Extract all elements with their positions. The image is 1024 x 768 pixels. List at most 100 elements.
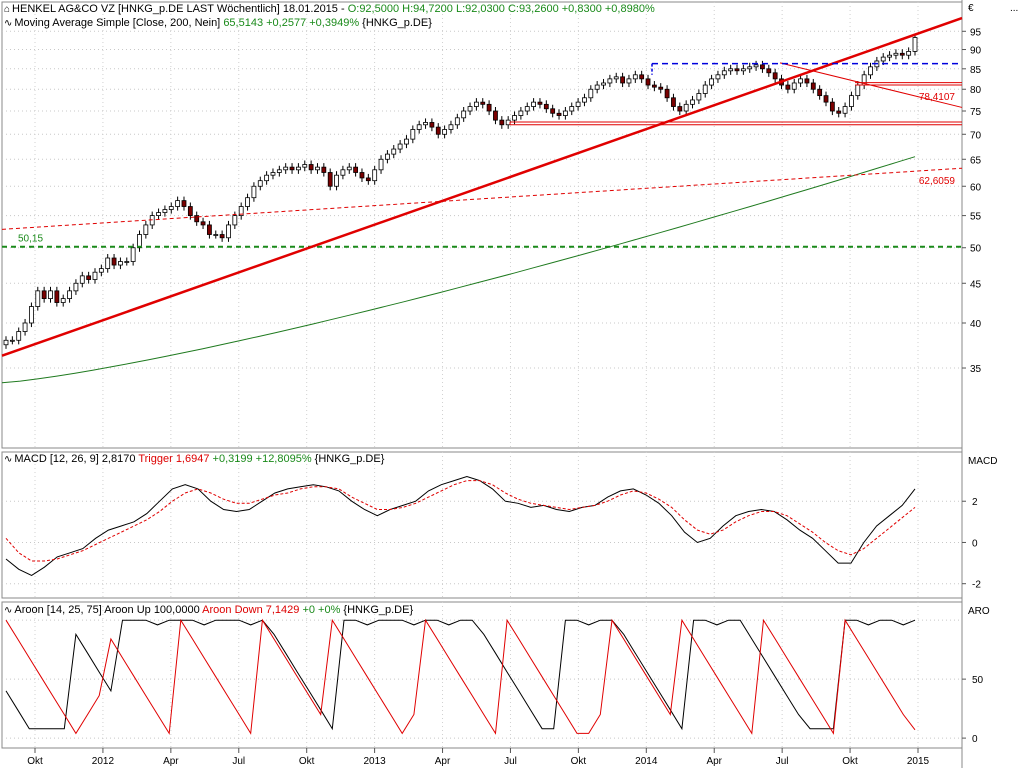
- candle-body: [200, 221, 206, 226]
- ma-200-line: [1, 156, 916, 384]
- candle-body: [524, 106, 530, 112]
- macd-tick-label: 0: [972, 538, 978, 549]
- candle-body: [346, 166, 352, 171]
- macd-change: +0,3199 +12,8095%: [209, 453, 312, 465]
- macd-name: MACD [12, 26, 9] 2,8170: [14, 453, 139, 465]
- aroon-tick-label: 50: [972, 675, 984, 686]
- candle-body: [785, 84, 791, 90]
- candle-body: [562, 110, 568, 116]
- candle-body: [359, 172, 365, 179]
- candle-body: [264, 174, 270, 182]
- candle-body: [3, 339, 9, 346]
- candle-body: [410, 129, 416, 140]
- price-tick-label: 50: [970, 244, 982, 255]
- candle-body: [575, 101, 581, 107]
- candle-body: [98, 268, 104, 273]
- candle-body: [156, 212, 161, 217]
- x-tick-label: Apr: [435, 756, 451, 767]
- candle-body: [384, 153, 390, 160]
- pane-frame-2: [1, 451, 963, 599]
- candle-body: [219, 234, 225, 239]
- candle-body: [35, 290, 41, 307]
- candle-body: [868, 66, 873, 76]
- candle-body: [855, 84, 861, 97]
- x-tick-label: Apr: [163, 756, 179, 767]
- candle-body: [626, 78, 632, 84]
- candle-body: [772, 72, 778, 80]
- candle-body: [760, 64, 765, 70]
- price-tick-label: 35: [970, 364, 982, 375]
- x-tick-label: Jul: [504, 756, 517, 767]
- aroon-header: ∿ Aroon [14, 25, 75] Aroon Up 100,0000 Ar…: [4, 604, 413, 617]
- candle-body: [582, 97, 587, 103]
- candle-body: [79, 275, 85, 284]
- candle-body: [537, 101, 543, 105]
- candle-body: [194, 215, 200, 223]
- candle-body: [270, 172, 276, 176]
- macd-tick-label: -2: [972, 580, 981, 591]
- pane-frame-3: [1, 601, 963, 749]
- candle-body: [798, 78, 803, 84]
- candle-body: [130, 247, 136, 262]
- candle-body: [849, 95, 854, 107]
- candle-body: [404, 138, 409, 145]
- candle-body: [111, 257, 117, 266]
- candle-body: [461, 110, 467, 119]
- candle-body: [232, 215, 238, 226]
- line-icon: ∿: [4, 18, 13, 29]
- candle-body: [276, 169, 282, 173]
- candle-body: [308, 164, 314, 171]
- candle-body: [588, 88, 594, 99]
- candle-body: [41, 290, 47, 300]
- candle-body: [378, 158, 384, 171]
- candle-body: [22, 322, 28, 332]
- price-tick-label: 45: [970, 279, 982, 290]
- ma-symbol: {HNKG_p.DE}: [359, 17, 432, 29]
- dashed-trend-line: [1, 167, 963, 230]
- candle-body: [912, 37, 918, 52]
- candle-body: [238, 206, 244, 217]
- candle-body: [327, 172, 333, 187]
- candle-body: [162, 209, 168, 213]
- x-tick-label: 2015: [907, 756, 930, 767]
- candle-body: [321, 166, 327, 173]
- candle-body: [251, 185, 257, 199]
- x-tick-label: 2014: [635, 756, 658, 767]
- candle-body: [67, 290, 72, 300]
- candle-body: [804, 78, 810, 84]
- aroon-up-line: [5, 619, 916, 731]
- candle-body: [54, 290, 60, 303]
- aroon-change: +0 +0%: [299, 604, 341, 616]
- candle-body: [677, 106, 683, 112]
- candle-body: [620, 76, 625, 84]
- price-tick-label: 85: [970, 65, 982, 76]
- ma-name: Moving Average Simple [Close, 200, Nein]: [14, 17, 224, 29]
- line-icon: ∿: [4, 454, 13, 465]
- candle-body: [842, 106, 848, 114]
- candle-body: [690, 99, 695, 105]
- candle-body: [747, 66, 753, 70]
- candle-body: [556, 112, 562, 116]
- candle-body: [334, 174, 339, 187]
- candle-body: [86, 275, 92, 280]
- candle-body: [512, 115, 517, 121]
- candle-body: [353, 166, 359, 173]
- candle-body: [728, 68, 734, 72]
- trigger-line: [5, 480, 916, 562]
- x-tick-label: Apr: [706, 756, 722, 767]
- candle-body: [893, 52, 899, 56]
- candle-body: [601, 82, 606, 86]
- x-tick-label: 2013: [363, 756, 386, 767]
- candle-body: [60, 298, 66, 303]
- price-tick-label: 95: [970, 27, 982, 38]
- aroon-symbol: {HNKG_p.DE}: [340, 604, 414, 616]
- x-tick-label: Jul: [232, 756, 245, 767]
- price-tick-label: 60: [970, 182, 982, 193]
- candle-body: [29, 306, 34, 324]
- candle-body: [639, 74, 645, 80]
- candle-body: [734, 68, 740, 72]
- candle-body: [543, 103, 549, 110]
- candle-body: [16, 331, 22, 341]
- macd-axis-label: MACD: [968, 456, 997, 467]
